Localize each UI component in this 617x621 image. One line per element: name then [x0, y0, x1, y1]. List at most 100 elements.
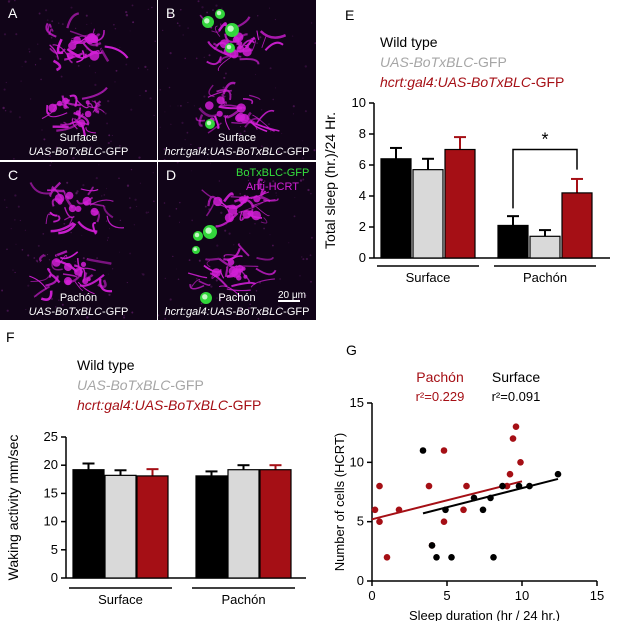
background-speckle: [311, 22, 313, 24]
background-speckle: [36, 261, 39, 263]
hcrt-fiber: [34, 285, 50, 298]
background-speckle: [111, 135, 113, 136]
background-speckle: [163, 148, 166, 150]
data-point: [526, 482, 533, 490]
hcrt-fiber: [76, 50, 85, 63]
background-speckle: [193, 105, 195, 107]
hcrt-soma: [63, 104, 68, 109]
background-speckle: [42, 233, 45, 235]
background-speckle: [119, 219, 122, 222]
background-speckle: [96, 257, 98, 259]
bar: [412, 169, 444, 259]
background-speckle: [77, 64, 80, 67]
background-speckle: [139, 182, 141, 184]
background-speckle: [21, 66, 23, 68]
hcrt-soma: [216, 96, 225, 105]
background-speckle: [131, 4, 134, 7]
background-speckle: [94, 72, 96, 74]
hcrt-soma: [75, 110, 81, 116]
hcrt-fiber: [64, 206, 75, 219]
hcrt-fiber: [103, 205, 114, 219]
hcrt-soma: [52, 258, 61, 267]
background-speckle: [203, 56, 205, 58]
background-speckle: [13, 158, 15, 160]
micrograph-label-line2: hcrt:gal4:UAS-BoTxBLC-GFP: [165, 146, 310, 158]
hcrt-soma: [205, 101, 214, 110]
legend-entry: hcrt:gal4:UAS-BoTxBLC-GFP: [380, 74, 564, 90]
background-speckle: [302, 258, 305, 261]
background-speckle: [277, 150, 280, 153]
background-speckle: [257, 318, 260, 320]
legend-anti-hcrt: Anti-HCRT: [246, 181, 299, 193]
background-speckle: [14, 219, 16, 221]
data-point: [460, 506, 467, 514]
hcrt-fiber: [237, 243, 250, 257]
background-speckle: [247, 307, 251, 310]
y-tick-label: 6: [359, 157, 366, 172]
background-speckle: [10, 0, 12, 1]
hcrt-fiber: [92, 108, 105, 113]
background-speckle: [212, 9, 214, 11]
background-speckle: [200, 302, 203, 305]
background-speckle: [270, 184, 271, 186]
background-speckle: [141, 273, 143, 275]
hcrt-soma: [77, 119, 86, 128]
background-speckle: [114, 81, 116, 83]
background-speckle: [300, 150, 303, 153]
hcrt-fiber: [220, 269, 225, 279]
hcrt-fiber: [46, 104, 50, 115]
hcrt-fiber: [74, 281, 83, 291]
background-speckle: [27, 284, 30, 287]
hcrt-fiber: [95, 33, 101, 47]
hcrt-fiber: [63, 216, 73, 225]
background-speckle: [129, 197, 131, 199]
y-tick-label: 25: [44, 429, 58, 444]
y-axis-label: Number of cells (HCRT): [332, 433, 347, 571]
y-tick-label: 8: [359, 126, 366, 141]
background-speckle: [176, 162, 179, 164]
hcrt-fiber: [49, 181, 62, 198]
gfp-cell-core: [204, 18, 210, 24]
micrograph-label-line2: hcrt:gal4:UAS-BoTxBLC-GFP: [165, 306, 310, 318]
hcrt-fiber: [208, 84, 215, 98]
y-axis-label: Waking activity mm/sec: [5, 435, 21, 581]
background-speckle: [49, 155, 51, 157]
y-tick-label: 10: [350, 454, 364, 469]
background-speckle: [229, 309, 231, 311]
background-speckle: [43, 158, 45, 160]
x-tick-label: 0: [368, 588, 375, 603]
background-speckle: [70, 6, 73, 9]
background-speckle: [17, 205, 20, 208]
background-speckle: [297, 298, 300, 300]
background-speckle: [197, 0, 200, 3]
chart-f-waking-activity: F Wild type UAS-BoTxBLC-GFP hcrt:gal4:UAS-B…: [5, 329, 306, 607]
background-speckle: [82, 257, 85, 260]
background-speckle: [159, 126, 161, 128]
background-speckle: [74, 27, 77, 30]
background-speckle: [153, 114, 155, 116]
background-speckle: [257, 116, 259, 118]
hcrt-soma: [237, 41, 243, 46]
background-speckle: [10, 172, 13, 174]
background-speckle: [255, 290, 258, 292]
hcrt-fiber: [79, 273, 105, 287]
background-speckle: [293, 215, 296, 218]
background-speckle: [278, 305, 280, 308]
background-speckle: [70, 231, 72, 234]
hcrt-fiber: [60, 254, 68, 263]
hcrt-soma: [63, 277, 73, 286]
background-speckle: [46, 254, 49, 256]
background-speckle: [302, 178, 305, 181]
background-speckle: [293, 113, 294, 115]
background-speckle: [178, 221, 181, 223]
background-speckle: [48, 259, 51, 261]
hcrt-fiber: [53, 215, 61, 223]
data-point: [425, 482, 433, 490]
significance-star: *: [541, 130, 548, 150]
data-point: [395, 506, 403, 514]
hcrt-fiber: [244, 117, 260, 128]
background-speckle: [210, 285, 213, 288]
background-speckle: [153, 200, 155, 203]
gfp-cell-core: [202, 294, 208, 300]
background-speckle: [172, 255, 174, 258]
